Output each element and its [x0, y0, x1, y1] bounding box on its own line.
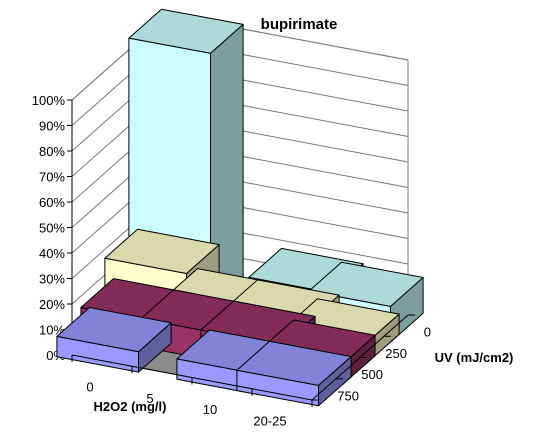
- y-tick-label-10: 100%: [32, 93, 66, 108]
- bar-top: [56, 307, 172, 353]
- x-tick-label-0: 0: [86, 380, 93, 395]
- uv-tick-label-2: 500: [361, 367, 383, 382]
- x-axis-label: H2O2 (mg/l): [94, 399, 167, 414]
- y-tick-label-4: 40%: [39, 246, 65, 261]
- x-tick-label-1: 5: [146, 391, 153, 406]
- bar-h2o2-20-25-uv-750: [236, 340, 352, 407]
- y-axis-ticks: 0%10%20%30%40%50%60%70%80%90%100%: [32, 93, 73, 363]
- uv-tick-label-1: 250: [385, 346, 407, 361]
- x-tick-label-3: 20-25: [253, 413, 286, 428]
- y-tick-label-2: 20%: [39, 297, 65, 312]
- chart-title: bupirimate: [261, 16, 338, 33]
- y-tick-label-1: 10%: [39, 323, 65, 338]
- bars-group: [56, 8, 424, 407]
- y-tick-label-5: 50%: [39, 221, 65, 236]
- uv-tick-label-0: 0: [424, 325, 431, 340]
- y-tick-label-7: 70%: [39, 170, 65, 185]
- y-tick-label-9: 90%: [39, 119, 65, 134]
- uv-tick-label-3: 750: [337, 388, 359, 403]
- bar-top: [128, 8, 244, 54]
- uv-axis-label: UV (mJ/cm2): [435, 350, 514, 365]
- y-tick-label-6: 60%: [39, 195, 65, 210]
- y-tick-label-8: 80%: [39, 144, 65, 159]
- y-tick-label-3: 30%: [39, 272, 65, 287]
- bar-top: [236, 340, 352, 386]
- x-tick-label-2: 10: [203, 402, 217, 417]
- bar-top: [104, 228, 220, 274]
- x-axis-ticks: 0 5 10 20-25: [71, 354, 313, 428]
